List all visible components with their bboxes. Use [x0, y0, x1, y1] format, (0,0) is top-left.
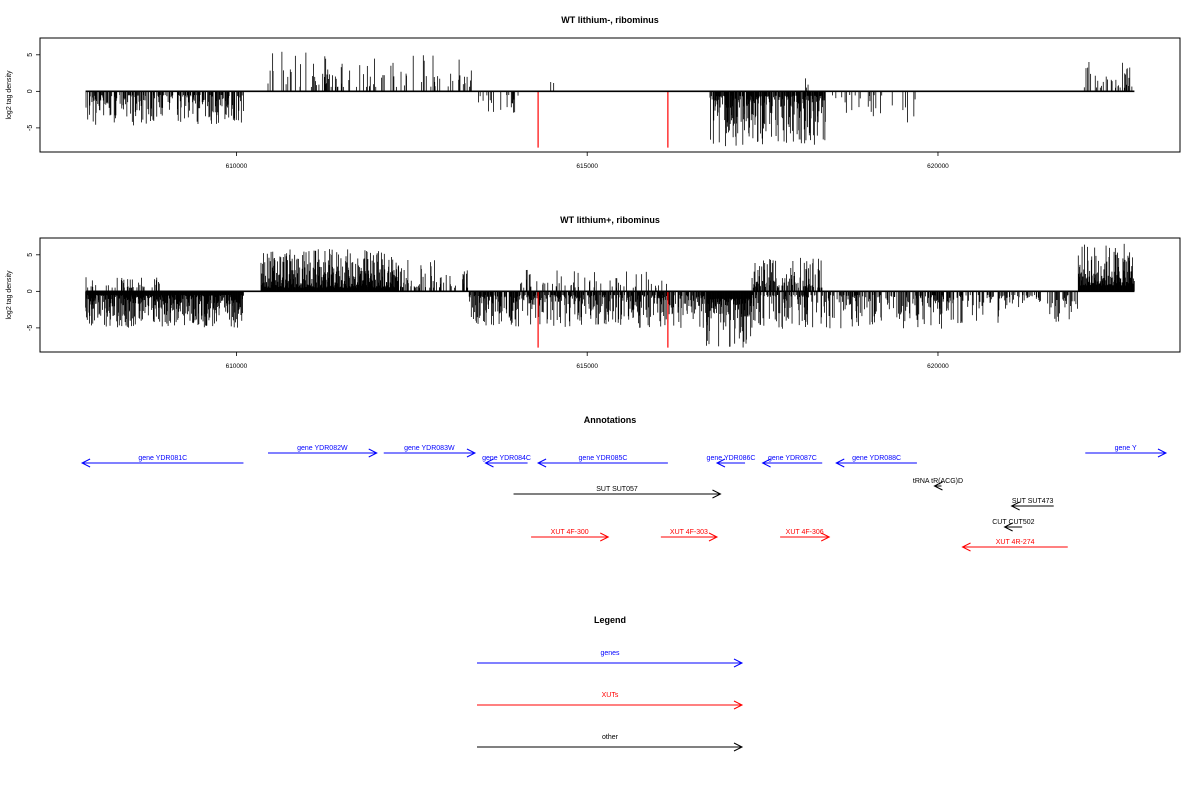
annotation-arrowhead — [1010, 501, 1020, 511]
annotation-label: gene Y — [1115, 445, 1137, 452]
bottom-y-tick-label: -5 — [27, 325, 34, 331]
annotations-title: Annotations — [584, 415, 637, 425]
annotation-feature: gene YDR081C — [80, 455, 244, 468]
annotation-feature: gene YDR085C — [536, 455, 668, 468]
annotation-label: SUT SUT473 — [1012, 498, 1054, 505]
legend-title: Legend — [594, 615, 626, 625]
annotation-arrowhead — [961, 542, 971, 552]
annotation-label: CUT CUT502 — [992, 519, 1034, 526]
annotation-feature: XUT 4F-300 — [531, 529, 610, 542]
annotation-feature: SUT SUT473 — [1010, 498, 1054, 511]
annotation-arrowhead — [80, 458, 91, 468]
annotation-label: gene YDR087C — [768, 455, 817, 462]
annotation-feature: XUT 4F-303 — [660, 529, 719, 542]
bottom-panel-plot: -5 0 5 610000 615000 620000 — [27, 243, 1135, 370]
annotation-feature: gene YDR087C — [761, 455, 823, 468]
annotation-arrowhead — [600, 532, 610, 542]
annotation-arrowhead — [536, 458, 547, 468]
legend-arrowhead — [733, 700, 744, 710]
annotation-label: gene YDR088C — [852, 455, 901, 462]
annotation-arrowhead — [708, 532, 719, 542]
annotation-arrowhead — [484, 458, 494, 468]
annotation-label: gene YDR085C — [579, 455, 628, 462]
annotation-feature: gene YDR082W — [268, 445, 378, 458]
top-y-tick-label: -5 — [27, 125, 34, 131]
annotation-feature: tRNA tR(ACG)D — [913, 478, 963, 491]
annotation-arrowhead — [1157, 448, 1168, 458]
annotation-arrowhead — [715, 458, 726, 468]
annotation-feature: SUT SUT057 — [513, 486, 722, 499]
annotation-arrowhead — [761, 458, 771, 468]
top-panel-frame — [39, 37, 1181, 153]
annotation-arrowhead — [368, 448, 378, 458]
annotation-feature: gene YDR083W — [383, 445, 477, 458]
annotation-label: XUT 4F-300 — [551, 529, 589, 536]
legend-arrowhead — [733, 742, 744, 752]
top-y-tick-label: 0 — [27, 89, 34, 93]
bottom-panel: WT lithium+, ribominus log2 tag density … — [6, 215, 1181, 370]
annotation-arrowhead — [933, 481, 943, 491]
annotation-label: XUT 4F-306 — [786, 529, 824, 536]
bottom-x-tick-label: 620000 — [927, 363, 949, 370]
bottom-y-tick-label: 5 — [27, 253, 34, 257]
annotation-feature: gene Y — [1085, 445, 1168, 458]
annotation-features: gene YDR081C gene YDR082W gene YDR083W gene… — [80, 445, 1168, 552]
top-x-tick-label: 620000 — [927, 163, 949, 170]
annotation-feature: gene YDR086C — [707, 455, 756, 468]
annotation-arrowhead — [821, 532, 831, 542]
legend-item-other: other — [477, 734, 744, 752]
legend: Legend genes XUTs other — [477, 615, 744, 752]
annotation-label: tRNA tR(ACG)D — [913, 478, 963, 485]
annotation-label: XUT 4F-303 — [670, 529, 708, 536]
bottom-panel-ylabel: log2 tag density — [6, 270, 13, 320]
annotation-feature: gene YDR084C — [482, 455, 531, 468]
legend-item-gene: genes — [477, 650, 744, 668]
top-panel: WT lithium-, ribominus log2 tag density … — [6, 15, 1181, 170]
legend-label: genes — [600, 650, 620, 657]
annotation-arrowhead — [835, 458, 845, 468]
annotation-feature: XUT 4F-306 — [780, 529, 831, 542]
annotation-label: SUT SUT057 — [596, 486, 638, 493]
annotation-feature: CUT CUT502 — [992, 519, 1035, 532]
bottom-x-tick-label: 610000 — [226, 363, 248, 370]
annotation-feature: XUT 4R-274 — [961, 539, 1068, 552]
bottom-panel-title: WT lithium+, ribominus — [560, 215, 660, 225]
annotation-label: gene YDR086C — [707, 455, 756, 462]
top-y-tick-label: 5 — [27, 53, 34, 57]
annotation-label: gene YDR081C — [138, 455, 187, 462]
annotation-arrowhead — [712, 489, 722, 499]
bottom-y-tick-label: 0 — [27, 289, 34, 293]
legend-items: genes XUTs other — [477, 650, 744, 752]
annotation-label: gene YDR082W — [297, 445, 348, 452]
top-panel-title: WT lithium-, ribominus — [561, 15, 659, 25]
annotation-label: gene YDR083W — [404, 445, 455, 452]
top-x-tick-label: 615000 — [576, 163, 598, 170]
legend-label: other — [602, 734, 619, 741]
annotation-arrowhead — [466, 448, 477, 458]
annotation-label: gene YDR084C — [482, 455, 531, 462]
annotation-arrowhead — [1003, 522, 1013, 532]
top-x-tick-label: 610000 — [226, 163, 248, 170]
bottom-x-tick-label: 615000 — [576, 363, 598, 370]
annotation-feature: gene YDR088C — [835, 455, 917, 468]
legend-arrowhead — [733, 658, 744, 668]
bottom-panel-frame — [39, 237, 1181, 353]
top-panel-plot: -5 0 5 610000 615000 620000 — [27, 51, 1135, 170]
top-panel-ylabel: log2 tag density — [6, 70, 13, 120]
legend-label: XUTs — [602, 692, 619, 699]
legend-item-xut: XUTs — [477, 692, 744, 710]
annotation-label: XUT 4R-274 — [996, 539, 1035, 546]
